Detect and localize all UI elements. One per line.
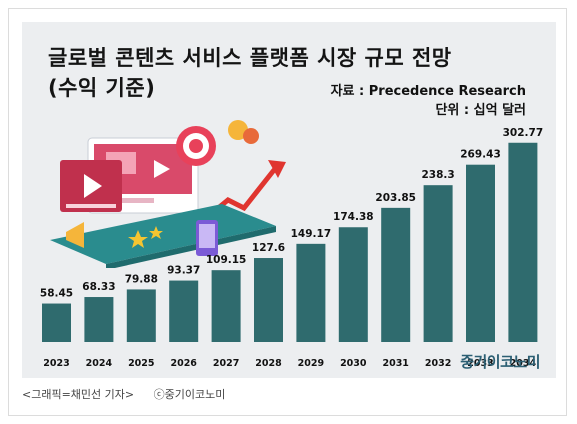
data-label-2030: 174.38 [333,211,374,223]
x-tick-2033: 2033 [467,358,493,369]
caption-copyright: ⓒ중기이코노미 [153,388,226,401]
chart-subtitle: (수익 기준) [48,76,156,100]
x-tick-2028: 2028 [255,358,282,369]
x-tick-2023: 2023 [43,358,69,369]
balloon-icon [228,120,259,144]
x-tick-2034: 2034 [510,358,537,369]
data-label-2033: 269.43 [460,149,501,161]
bar-2034 [508,142,538,342]
bar-2033 [466,164,495,342]
data-label-2031: 203.85 [375,192,416,204]
x-tick-2027: 2027 [213,358,239,369]
caption-graphic-credit: <그래픽=채민선 기자> [22,388,135,401]
image-caption: <그래픽=채민선 기자> ⓒ중기이코노미 [22,386,225,402]
bar-2024 [84,297,114,342]
digital-content-illustration [50,120,286,268]
unit-label: 단위 : 십억 달러 [435,103,526,118]
x-tick-2026: 2026 [170,358,197,369]
platform-base-icon [50,204,276,268]
bar-2027 [211,270,241,342]
bar-2030 [338,227,368,342]
data-label-2034: 302.77 [503,127,544,139]
data-label-2023: 58.45 [40,288,73,300]
data-label-2032: 238.3 [421,169,454,181]
x-tick-2029: 2029 [298,358,324,369]
x-tick-2031: 2031 [382,358,408,369]
chart-panel: 글로벌 콘텐츠 서비스 플랫폼 시장 규모 전망 (수익 기준) 자료 : Pr… [22,22,556,378]
x-tick-2032: 2032 [425,358,451,369]
target-icon [176,126,216,166]
x-tick-2024: 2024 [86,358,113,369]
data-label-2024: 68.33 [82,281,115,293]
x-tick-2025: 2025 [128,358,154,369]
bar-2032 [423,185,453,342]
mobile-phone-icon [196,220,218,256]
bar-chart: 58.45 2023 68.33 2024 79.88 2025 93.37 2026 109.… [40,127,544,369]
data-label-2029: 149.17 [291,228,332,240]
data-label-2025: 79.88 [125,273,158,285]
data-label-2028: 127.6 [252,242,285,254]
chart-title: 글로벌 콘텐츠 서비스 플랫폼 시장 규모 전망 [48,46,452,70]
bar-2031 [381,207,411,342]
source-label: 자료 : Precedence Research [330,84,526,99]
bar-2028 [254,258,283,342]
watermark-logo: 중기이코노미 [460,353,540,371]
video-screen-icon [60,160,122,212]
bar-2026 [169,280,199,342]
star-icons [128,226,163,248]
data-label-2026: 93.37 [167,265,200,277]
bar-2029 [296,243,326,342]
data-label-2027: 109.15 [206,254,247,266]
bar-2023 [42,303,71,342]
x-tick-2030: 2030 [340,358,367,369]
bar-2025 [126,289,156,342]
megaphone-icon [66,222,84,248]
